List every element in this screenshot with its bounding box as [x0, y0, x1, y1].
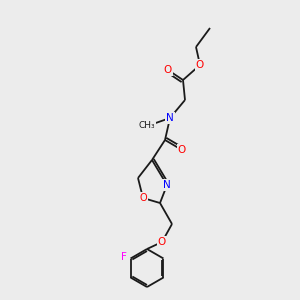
Text: O: O	[178, 145, 186, 155]
Text: O: O	[196, 60, 204, 70]
Text: CH₃: CH₃	[139, 121, 155, 130]
Text: O: O	[139, 193, 147, 203]
Text: N: N	[163, 180, 171, 190]
Text: O: O	[158, 237, 166, 247]
Text: O: O	[164, 65, 172, 75]
Text: N: N	[166, 113, 174, 123]
Text: F: F	[121, 251, 127, 262]
